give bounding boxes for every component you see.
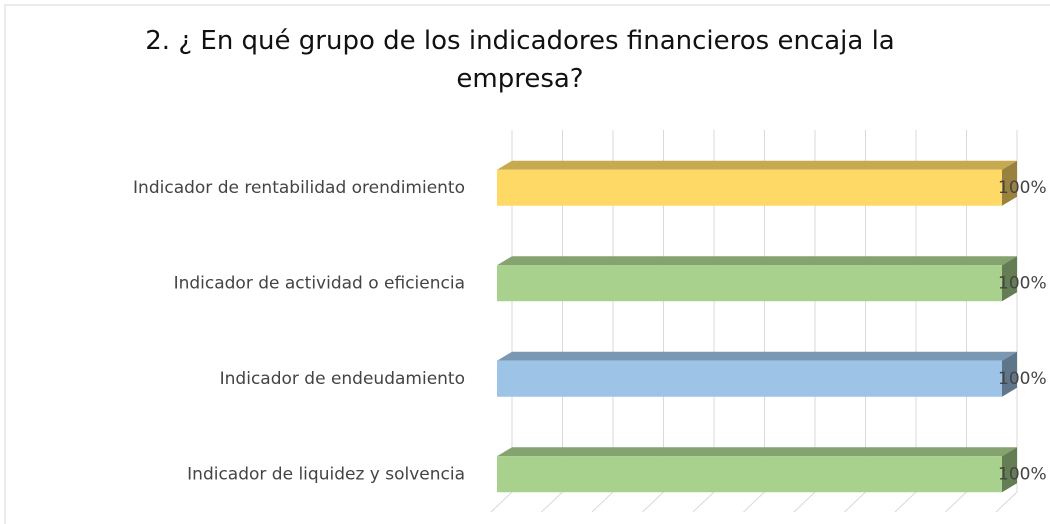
bar <box>497 360 1002 397</box>
floor-line <box>591 491 614 513</box>
floor-line <box>894 491 917 513</box>
floor-line <box>945 491 967 513</box>
data-label: 100% <box>998 464 1047 484</box>
data-label: 100% <box>998 369 1047 389</box>
bar <box>497 456 1002 493</box>
floor-line <box>995 491 1018 513</box>
chart-title: 2. ¿ En qué grupo de los indicadores fin… <box>145 26 895 94</box>
bar-side <box>1002 351 1017 397</box>
y-tick-label: Indicador de actividad o eficiencia <box>174 273 465 293</box>
bar <box>497 265 1002 302</box>
y-tick-label: Indicador de rentabilidad orendimiento <box>133 178 465 198</box>
bar-top <box>497 447 1017 457</box>
bar-top <box>497 160 1017 170</box>
floor-line <box>541 491 563 513</box>
data-label: 100% <box>998 178 1047 198</box>
floor-line <box>743 491 765 513</box>
floor-line <box>642 491 664 513</box>
bar <box>497 169 1002 206</box>
floor-line <box>793 491 816 513</box>
bar-side <box>1002 447 1017 493</box>
bar-top <box>497 256 1017 266</box>
floor-line <box>692 491 715 513</box>
floor-line <box>490 491 513 513</box>
bar-top <box>497 351 1017 361</box>
data-label: 100% <box>998 273 1047 293</box>
chart-frame <box>4 4 1050 524</box>
bar-side <box>1002 160 1017 206</box>
bar-side <box>1002 256 1017 302</box>
floor-line <box>844 491 866 513</box>
y-tick-label: Indicador de liquidez y solvencia <box>187 464 465 484</box>
y-tick-label: Indicador de endeudamiento <box>220 369 465 389</box>
